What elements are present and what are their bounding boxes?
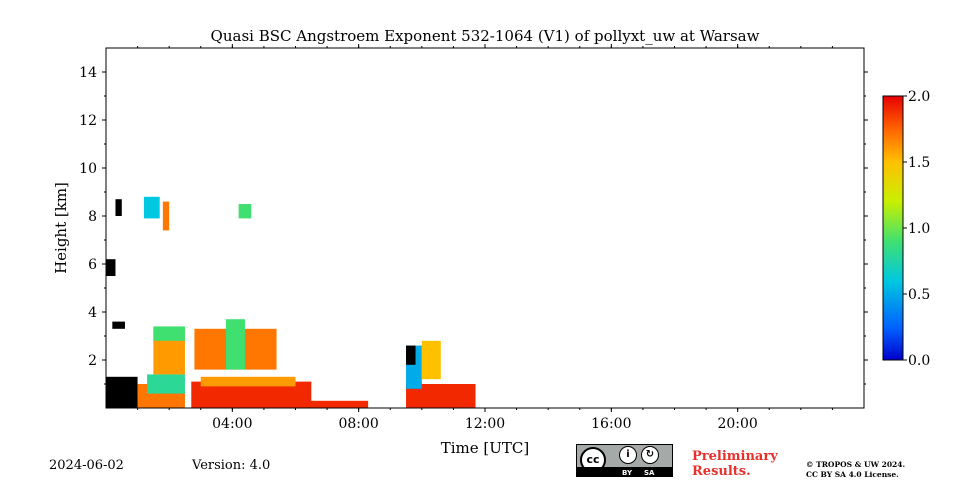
plot-area [106, 196, 476, 408]
data-region-9 [226, 319, 245, 370]
x-tick-label-0: 04:00 [212, 416, 252, 432]
colorbar-tick-label-0: 0.0 [908, 353, 930, 369]
license-note: © TROPOS & UW 2024. CC BY SA 4.0 License… [806, 460, 905, 480]
y-axis: 2 4 6 8 10 12 14 [79, 65, 868, 385]
colorbar-axis: 0.0 0.5 1.0 1.5 2.0 [903, 89, 930, 369]
share-alike-icon: ↻ [641, 446, 659, 464]
data-region-1 [106, 376, 138, 408]
y-tick-label-2: 6 [88, 257, 97, 273]
y-axis-label: Height [km] [52, 182, 70, 274]
colorbar [882, 95, 904, 361]
colorbar-tick-label-4: 2.0 [908, 89, 930, 105]
x-tick-label-4: 20:00 [717, 416, 757, 432]
y-tick-label-0: 2 [88, 353, 97, 369]
y-tick-label-5: 12 [79, 113, 97, 129]
data-region-15 [143, 196, 160, 219]
data-region-17 [238, 204, 252, 219]
license-line-2: CC BY SA 4.0 License. [806, 470, 899, 479]
data-region-7 [153, 326, 185, 341]
y-tick-label-6: 14 [79, 65, 97, 81]
data-region-10 [279, 400, 369, 408]
x-tick-label-3: 16:00 [591, 416, 631, 432]
x-tick-label-1: 08:00 [338, 416, 378, 432]
badge-by-label: BY [622, 469, 633, 477]
preliminary-line-2: Results. [692, 464, 751, 479]
colorbar-tick-label-2: 1.0 [908, 221, 930, 237]
data-region-13 [406, 345, 416, 365]
preliminary-line-1: Preliminary [692, 449, 778, 464]
date-label: 2024-06-02 [49, 458, 124, 473]
data-region-19 [106, 259, 116, 276]
cc-license-badge: cc i ↻ BY SA [576, 444, 673, 477]
y-tick-label-3: 8 [88, 209, 97, 225]
version-label: Version: 4.0 [192, 458, 271, 473]
preliminary-note: Preliminary Results. [692, 449, 778, 479]
y-tick-label-4: 10 [79, 161, 97, 177]
x-axis-label: Time [UTC] [441, 439, 530, 457]
x-axis: 04:00 08:00 12:00 16:00 20:00 [137, 44, 833, 432]
x-tick-label-2: 12:00 [465, 416, 505, 432]
y-tick-label-1: 4 [88, 305, 97, 321]
colorbar-tick-label-1: 0.5 [908, 287, 930, 303]
data-region-16 [162, 201, 170, 231]
data-region-3 [147, 374, 185, 394]
chart-title: Quasi BSC Angstroem Exponent 532-1064 (V… [211, 27, 760, 45]
person-icon: i [619, 446, 637, 464]
license-line-1: © TROPOS & UW 2024. [806, 460, 906, 469]
data-region-18 [115, 199, 122, 216]
data-region-14 [421, 340, 441, 380]
data-region-5 [200, 376, 296, 387]
data-region-20 [112, 321, 125, 329]
colorbar-tick-label-3: 1.5 [908, 155, 930, 171]
badge-sa-label: SA [644, 469, 655, 477]
badge-strip [577, 467, 672, 476]
